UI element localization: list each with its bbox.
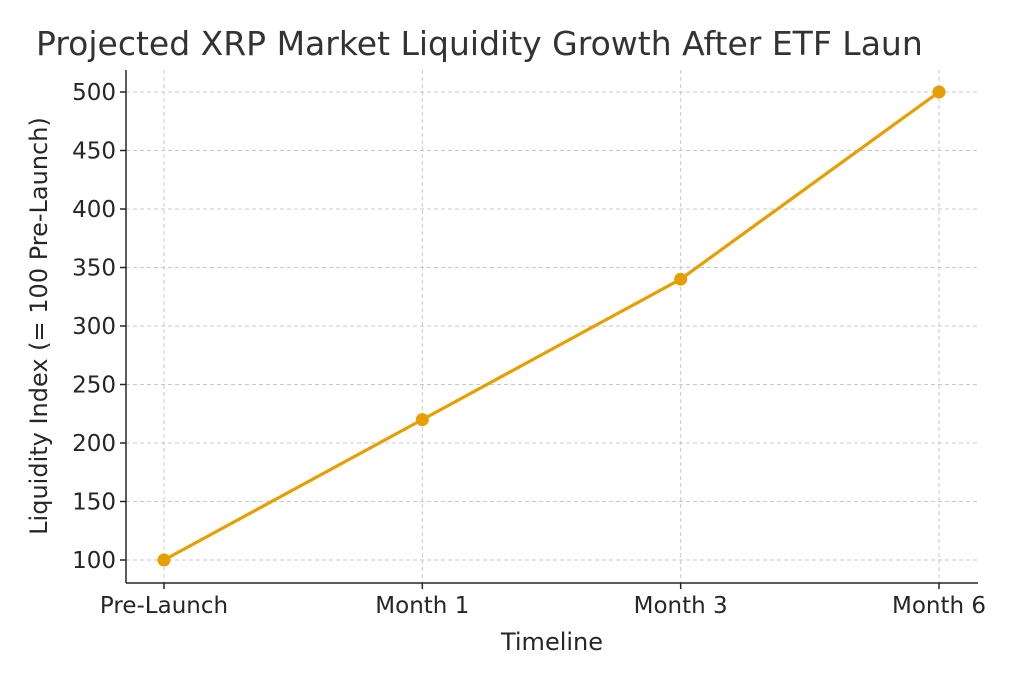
y-tick-label: 300: [72, 314, 116, 340]
chart-title: Projected XRP Market Liquidity Growth Af…: [36, 24, 923, 63]
y-tick-label: 450: [72, 139, 116, 165]
y-tick-label: 400: [72, 197, 116, 223]
series-line: [163, 90, 940, 562]
data-point: [157, 553, 171, 567]
data-point: [415, 413, 429, 427]
y-tick-label: 200: [72, 431, 116, 457]
y-tick-label: 100: [72, 548, 116, 574]
x-axis-ticks: Pre-Launch Month 1 Month 3 Month 6: [100, 583, 986, 619]
grid: [126, 70, 978, 583]
x-tick-label: Pre-Launch: [100, 593, 228, 619]
y-tick-label: 500: [72, 80, 116, 106]
y-tick-label: 250: [72, 373, 116, 399]
series: [157, 85, 946, 567]
y-axis-label: Liquidity Index (= 100 Pre-Launch): [25, 117, 53, 535]
y-tick-label: 350: [72, 256, 116, 282]
x-axis-label: Timeline: [500, 628, 603, 656]
y-axis-ticks: 100 150 200 250 300 350 400 450 500: [72, 80, 126, 574]
y-tick-label: 150: [72, 490, 116, 516]
x-tick-label: Month 1: [375, 593, 469, 619]
data-point: [932, 85, 946, 99]
data-point: [674, 272, 688, 286]
x-tick-label: Month 6: [892, 593, 986, 619]
x-tick-label: Month 3: [634, 593, 728, 619]
